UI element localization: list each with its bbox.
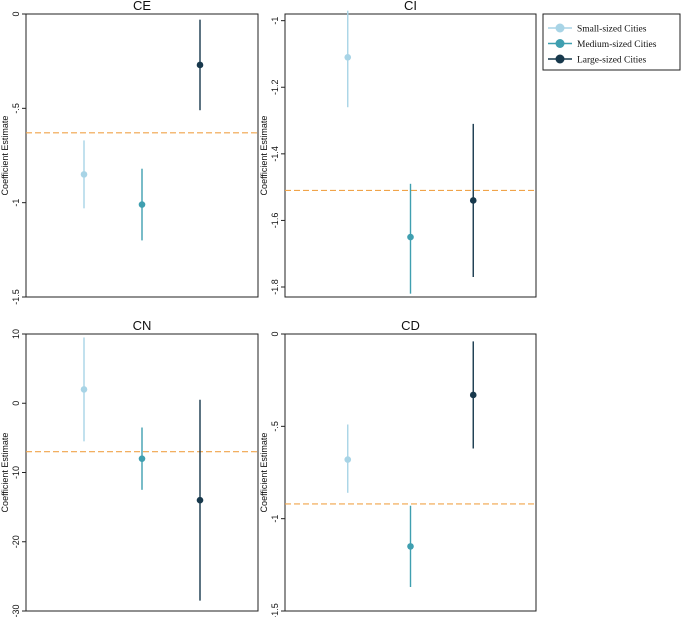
y-tick-label: -1.8 — [270, 279, 280, 295]
panel-ci: CI -1 -1.2 -1.4 -1.6 -1.8 Coefficient Estimate — [259, 0, 537, 298]
y-tick-label: -.5 — [11, 103, 21, 114]
legend-marker — [555, 54, 565, 64]
legend-label: Medium-sized Cities — [577, 40, 657, 50]
panel-title: CD — [401, 318, 420, 333]
estimate-point-large — [196, 61, 204, 69]
y-tick-label: -10 — [11, 466, 21, 479]
y-axis-label: Coefficient Estimate — [0, 116, 10, 196]
y-tick-label: -.5 — [270, 421, 280, 432]
y-axis-label: Coefficient Estimate — [259, 116, 269, 196]
estimate-point-small — [344, 456, 352, 463]
y-tick-label: -1.6 — [270, 213, 280, 229]
estimate-point-medium — [138, 455, 146, 462]
y-tick-label: 10 — [11, 329, 21, 339]
estimate-point-large — [469, 197, 477, 204]
estimate-point-medium — [407, 543, 414, 550]
legend-marker — [555, 23, 565, 33]
y-tick-label: 0 — [11, 11, 21, 16]
legend-label: Small-sized Cities — [577, 24, 647, 34]
y-tick-label: 0 — [270, 331, 280, 336]
legend: Small-sized Cities Medium-sized Cities Lar… — [542, 13, 681, 71]
panel-title: CE — [133, 0, 151, 13]
y-tick-label: -1.5 — [11, 289, 21, 305]
legend-marker — [555, 39, 565, 48]
estimate-point-large — [196, 496, 204, 504]
y-tick-label: -1.2 — [270, 79, 280, 95]
legend-frame — [542, 13, 681, 71]
y-tick-label: -1.4 — [270, 146, 280, 162]
y-tick-label: -1 — [270, 515, 280, 523]
estimate-point-small — [80, 171, 88, 178]
estimate-point-small — [344, 53, 352, 61]
panel-title: CN — [133, 318, 152, 333]
y-tick-label: -20 — [11, 535, 21, 548]
y-tick-label: -30 — [11, 604, 21, 617]
legend-label: Large-sized Cities — [577, 55, 647, 65]
panel-title: CI — [404, 0, 417, 13]
estimate-point-small — [80, 386, 88, 393]
y-tick-label: -1 — [11, 199, 21, 207]
estimate-point-medium — [407, 233, 414, 241]
y-tick-label: -1.5 — [270, 603, 280, 617]
estimate-point-medium — [138, 201, 146, 208]
estimate-point-large — [469, 391, 477, 399]
panel-ce: CE 0 -.5 -1 -1.5 Coefficient Estimate — [0, 0, 259, 305]
panel-cn: CN 10 0 -10 -20 -30 Coefficient Estimate — [0, 318, 259, 617]
panels-layer: CE 0 -.5 -1 -1.5 Coefficient Estimate CI -1 -1.2… — [0, 0, 537, 617]
y-tick-label: -1 — [270, 17, 280, 25]
y-tick-label: 0 — [11, 401, 21, 406]
plot-frame — [25, 333, 259, 612]
y-axis-label: Coefficient Estimate — [0, 433, 10, 513]
panel-cd: CD 0 -.5 -1 -1.5 Coefficient Estimate — [259, 318, 537, 617]
y-axis-label: Coefficient Estimate — [259, 433, 269, 513]
plot-frame — [25, 13, 259, 298]
